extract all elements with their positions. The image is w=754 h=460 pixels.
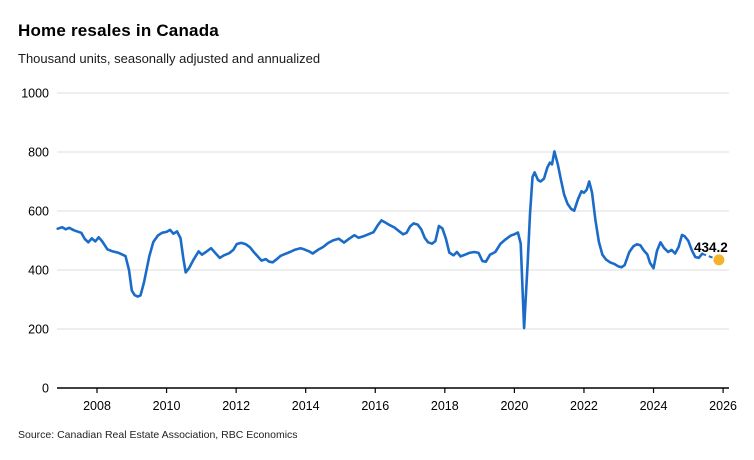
y-tick-label: 200 [28, 323, 49, 337]
y-tick-label: 600 [28, 205, 49, 219]
x-tick-label: 2026 [709, 399, 737, 413]
x-tick-label: 2010 [153, 399, 181, 413]
x-tick-label: 2008 [83, 399, 111, 413]
x-tick-label: 2012 [222, 399, 250, 413]
chart-title: Home resales in Canada [18, 21, 219, 40]
y-tick-label: 1000 [21, 87, 49, 101]
series-line [56, 150, 704, 330]
x-tick-label: 2024 [640, 399, 668, 413]
y-tick-label: 800 [28, 146, 49, 160]
y-tick-label: 400 [28, 264, 49, 278]
x-tick-label: 2022 [570, 399, 598, 413]
x-tick-label: 2016 [361, 399, 389, 413]
forecast-dot [713, 254, 725, 266]
chart-subtitle: Thousand units, seasonally adjusted and … [18, 51, 321, 66]
source-note: Source: Canadian Real Estate Association… [18, 429, 298, 441]
x-tick-label: 2014 [292, 399, 320, 413]
x-tick-label: 2018 [431, 399, 459, 413]
y-tick-label: 0 [42, 382, 49, 396]
forecast-value-label: 434.2 [694, 240, 728, 255]
x-tick-label: 2020 [500, 399, 528, 413]
